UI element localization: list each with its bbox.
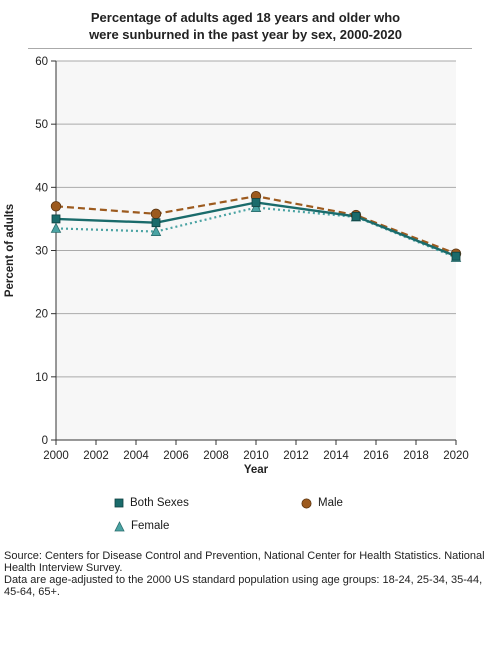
data-point-both-sexes <box>251 198 261 207</box>
x-tick-label: 2010 <box>243 450 269 462</box>
square-marker-icon <box>114 498 124 508</box>
x-tick-label: 2006 <box>163 450 189 462</box>
y-axis-label: Percent of adults <box>4 204 16 297</box>
data-point-male <box>150 208 162 220</box>
source-note: Source: Centers for Disease Control and … <box>4 550 489 598</box>
data-point-both-sexes <box>451 251 461 261</box>
x-tick-label: 2012 <box>283 450 309 462</box>
chart-title-line-2: were sunburned in the past year by sex, … <box>89 27 402 42</box>
x-tick-label: 2014 <box>323 450 349 462</box>
data-point-female <box>250 201 262 212</box>
x-tick-label: 2016 <box>363 450 389 462</box>
source-citation: Source: Centers for Disease Control and … <box>4 550 485 574</box>
legend-label-male: Male <box>318 497 343 509</box>
data-point-both-sexes <box>51 214 61 224</box>
data-point-male <box>50 201 62 212</box>
legend-label-female: Female <box>131 520 170 532</box>
legend-label-both-sexes: Both Sexes <box>130 497 189 509</box>
title-divider <box>28 48 472 49</box>
y-tick-label: 50 <box>35 119 48 131</box>
x-tick-label: 2008 <box>203 450 229 462</box>
legend-item-both-sexes[interactable]: Both Sexes <box>114 497 189 509</box>
y-tick-label: 10 <box>35 372 48 384</box>
y-tick-label: 0 <box>42 435 48 447</box>
chart-title: Percentage of adults aged 18 years and o… <box>0 9 491 43</box>
line-chart: 0 10 20 30 40 50 60 2000 2002 2004 2006 2008 2010 201… <box>4 56 469 476</box>
age-adjustment-note: Data are age-adjusted to the 2000 US sta… <box>4 574 483 598</box>
data-point-both-sexes <box>151 218 161 228</box>
y-tick-label: 60 <box>35 56 48 68</box>
y-tick-label: 30 <box>35 246 48 258</box>
series-line-female <box>55 206 457 259</box>
x-tick-label: 2020 <box>443 450 469 462</box>
legend-item-female[interactable]: Female <box>114 520 169 532</box>
data-point-both-sexes <box>351 211 361 221</box>
y-tick-label: 40 <box>35 182 48 194</box>
chart-title-line-1: Percentage of adults aged 18 years and o… <box>90 10 401 25</box>
x-tick-label: 2004 <box>123 450 149 462</box>
circle-marker-icon <box>301 498 312 508</box>
triangle-marker-icon <box>114 520 125 531</box>
y-tick-label: 20 <box>35 309 48 321</box>
x-axis-label: Year <box>244 464 269 476</box>
x-tick-label: 2002 <box>83 450 109 462</box>
legend-item-male[interactable]: Male <box>301 497 343 509</box>
x-tick-label: 2018 <box>403 450 429 462</box>
data-point-female <box>150 225 162 236</box>
data-point-female <box>50 222 62 233</box>
x-tick-label: 2000 <box>43 450 69 462</box>
